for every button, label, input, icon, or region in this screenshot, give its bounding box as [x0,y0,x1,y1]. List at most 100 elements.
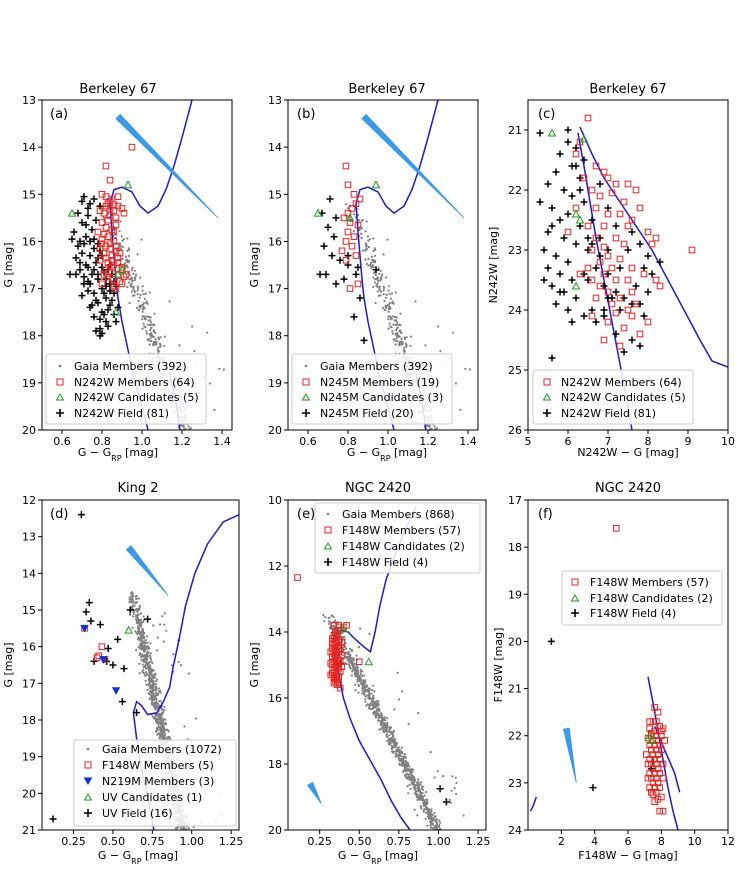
gaia-member-point [157,346,160,349]
gaia-member-point [420,785,423,788]
field-star-point [86,200,94,208]
y-tick-label: 16 [268,235,282,248]
gaia-member-point [156,649,159,652]
gaia-member-point [381,306,384,309]
gaia-member-point [160,736,163,739]
gaia-member-point [118,242,121,245]
gaia-member-point [167,730,170,733]
member-point [604,252,612,260]
gaia-member-point [137,631,141,634]
member-point [95,652,103,660]
gaia-member-point [399,312,402,315]
member-point [612,276,620,284]
gaia-member-point [364,258,367,261]
gaia-member-point [158,700,161,703]
gaia-member-point [141,654,144,657]
field-star-point [544,264,552,272]
gaia-member-point [146,635,149,638]
gaia-member-point [393,316,396,319]
gaia-member-point [129,592,132,595]
gaia-member-point [138,633,142,636]
gaia-member-point [423,802,426,805]
y-tick-label: 18 [268,758,282,771]
gaia-member-point [141,634,144,637]
field-star-point [332,280,340,288]
y-tick-label: 18 [22,330,36,343]
member-point [653,774,660,782]
gaia-member-point [142,668,145,671]
gaia-member-point [157,726,160,729]
y-tick-label: 13 [22,531,36,544]
gaia-member-point [213,408,216,412]
field-star-point [90,266,98,274]
gaia-member-point [430,427,433,430]
gaia-member-point [417,785,420,789]
gaia-member-point [415,781,419,784]
member-point [98,643,106,650]
field-star-point [82,233,90,241]
field-star-point [112,318,120,326]
gaia-member-point [429,826,432,829]
member-point [584,114,592,122]
gaia-member-point [144,679,147,682]
panel-e-ylabel: G [mag] [248,642,261,687]
field-star-point [120,665,128,673]
panel-a-legend-box [45,353,207,425]
gaia-member-point [149,674,152,677]
field-star-point [68,235,76,243]
y-tick-label: 22 [508,730,522,743]
field-star-point [568,192,576,200]
gaia-member-point [377,708,380,711]
gaia-member-point [143,297,147,300]
y-tick-label: 15 [22,604,36,617]
gaia-member-point [356,678,359,681]
field-star-point [592,318,600,326]
member-point [592,234,600,242]
member-point [352,200,360,208]
uv-member-point [80,624,89,633]
gaia-member-point [138,662,141,665]
gaia-member-point [363,674,366,677]
field-star-point [572,144,580,152]
legend-a-field-marker [56,409,64,417]
field-star-point [604,270,612,278]
reddening-vector [361,113,465,219]
field-star-point [644,288,652,296]
field-star-point [636,300,644,308]
member-point [118,280,126,288]
field-star-point [556,150,564,158]
member-point [616,342,624,350]
gaia-member-point [125,264,128,267]
gaia-member-point [424,811,427,814]
legend-d-field-marker [84,809,92,817]
member-point [596,192,604,200]
gaia-member-point [141,327,144,330]
gaia-member-point [128,301,131,305]
gaia-member-point [166,736,169,739]
gaia-member-point [428,812,431,815]
gaia-member-point [380,275,383,278]
gaia-member-point [348,655,351,658]
gaia-member-point [395,742,398,745]
gaia-member-point [159,727,163,730]
y-tick-label: 23 [508,777,522,790]
field-star-point [88,226,96,234]
gaia-member-point [121,245,124,249]
field-star-point [90,235,98,243]
gaia-member-point [135,649,138,652]
legend-e-field: F148W Field (4) [342,556,428,569]
member-point [116,249,124,257]
y-tick-label: 15 [22,188,36,201]
field-star-point [78,219,86,227]
field-star-point [592,264,600,272]
field-star-point [572,294,580,302]
member-point [584,222,592,230]
gaia-member-point [368,238,371,241]
member-point [653,718,660,725]
gaia-member-point [369,264,372,267]
member-point [656,741,663,749]
gaia-member-point [157,720,160,723]
gaia-member-point [114,232,117,235]
member-point [624,276,632,284]
gaia-member-point [391,736,395,739]
